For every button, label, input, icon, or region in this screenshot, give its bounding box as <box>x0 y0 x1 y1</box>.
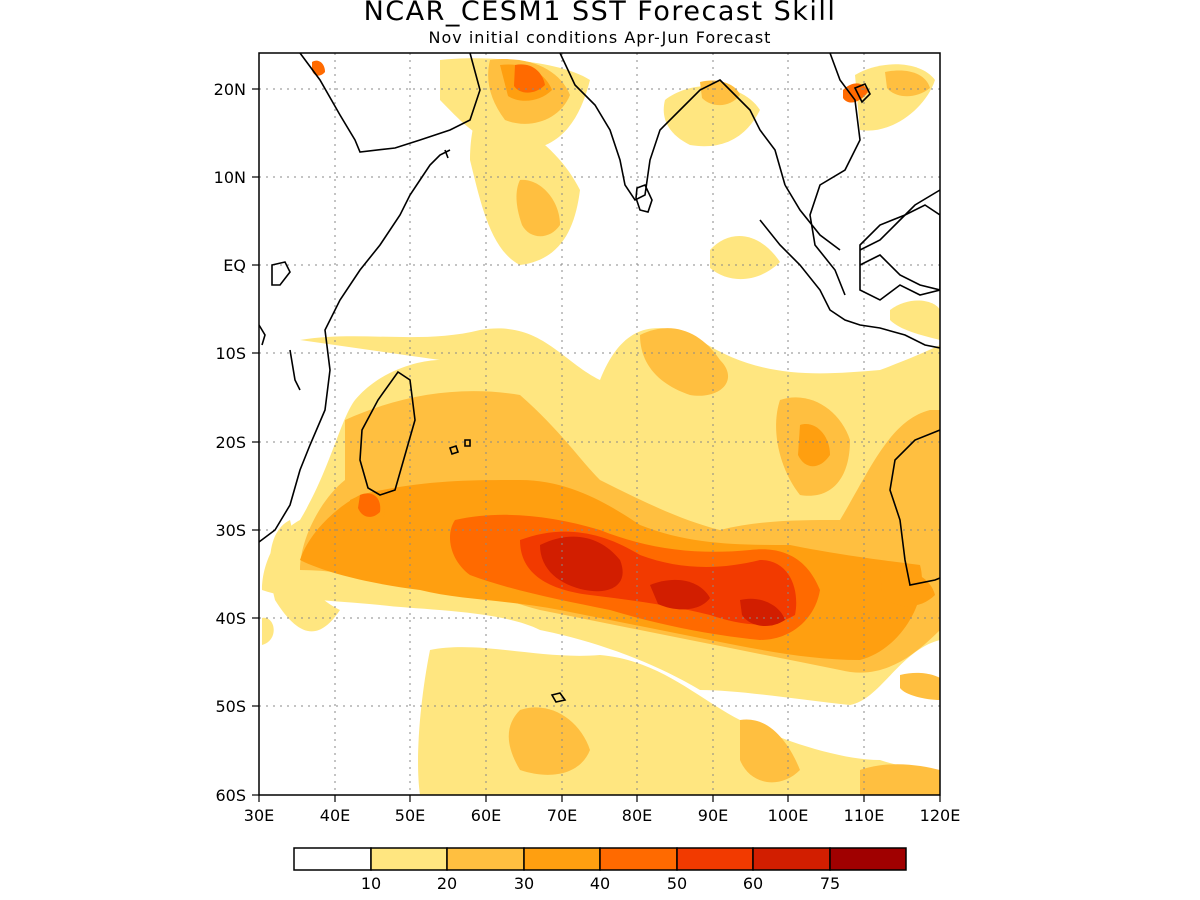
x-tick-label: 30E <box>244 806 274 825</box>
x-axis-labels: 30E 40E 50E 60E 70E 80E 90E 100E 110E 12… <box>244 806 961 825</box>
colorbar-label: 75 <box>820 874 840 893</box>
colorbar-swatch <box>676 847 754 871</box>
x-tick-label: 110E <box>844 806 885 825</box>
colorbar-label: 60 <box>743 874 763 893</box>
coastlines <box>259 53 940 703</box>
australia-coastline <box>889 429 940 586</box>
colorbar-label: 30 <box>514 874 534 893</box>
colorbar-label: 20 <box>437 874 457 893</box>
map-title: NCAR_CESM1 SST Forecast Skill <box>363 0 837 27</box>
colorbar-swatch <box>599 847 678 871</box>
x-tick-label: 70E <box>547 806 577 825</box>
skill-contours <box>262 58 940 795</box>
y-tick-label: EQ <box>223 256 246 275</box>
colorbar-swatch <box>293 847 372 871</box>
plot-frame <box>258 52 941 796</box>
map-subtitle: Nov initial conditions Apr-Jun Forecast <box>428 28 772 47</box>
y-tick-label: 20N <box>214 80 246 99</box>
x-tick-label: 60E <box>471 806 501 825</box>
hainan-coastline <box>853 82 871 104</box>
africa-arabia-coastline <box>259 53 481 543</box>
colorbar-swatch <box>523 847 601 871</box>
contour-level-60 <box>540 536 785 627</box>
sri-lanka-coastline <box>635 183 653 213</box>
mascarene-islands <box>448 439 471 456</box>
colorbar-swatch <box>829 847 907 871</box>
tick-marks <box>252 88 941 802</box>
colorbar-label: 50 <box>667 874 687 893</box>
borneo-coastline <box>859 204 940 301</box>
colorbar-label: 40 <box>590 874 610 893</box>
x-tick-label: 100E <box>768 806 809 825</box>
india-coastline <box>559 53 786 202</box>
y-tick-label: 40S <box>215 609 246 628</box>
x-tick-label: 40E <box>320 806 350 825</box>
map-grid <box>259 53 940 795</box>
southeast-asia-coastline <box>784 53 940 296</box>
y-tick-label: 10S <box>215 344 246 363</box>
colorbar-swatch <box>752 847 831 871</box>
colorbar-label: 10 <box>361 874 381 893</box>
sumatra-coastline <box>759 219 940 349</box>
y-axis-labels: 20N 10N EQ 10S 20S 30S 40S 50S 60S <box>214 80 246 805</box>
x-tick-label: 120E <box>920 806 961 825</box>
x-tick-label: 50E <box>395 806 425 825</box>
x-tick-label: 80E <box>622 806 652 825</box>
kerguelen-islands <box>550 692 567 703</box>
y-tick-label: 30S <box>215 521 246 540</box>
y-tick-label: 10N <box>214 168 246 187</box>
colorbar: 10 20 30 40 50 60 75 <box>293 847 907 893</box>
madagascar-coastline <box>359 370 416 496</box>
y-tick-label: 20S <box>215 433 246 452</box>
maldives-islands <box>271 149 449 391</box>
colorbar-swatch <box>370 847 448 871</box>
colorbar-swatch <box>446 847 525 871</box>
y-tick-label: 60S <box>215 786 246 805</box>
x-tick-label: 90E <box>698 806 728 825</box>
y-tick-label: 50S <box>215 697 246 716</box>
